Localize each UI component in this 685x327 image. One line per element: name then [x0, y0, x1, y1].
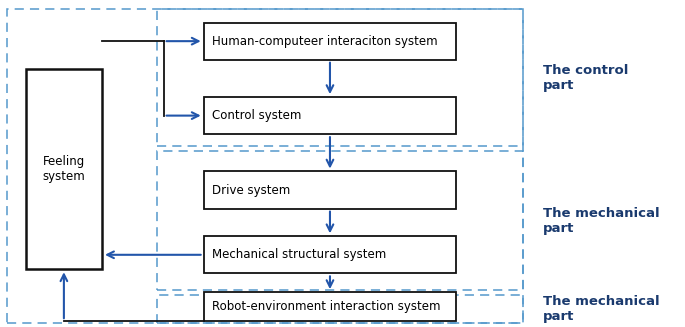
Bar	[157, 151, 523, 290]
Bar	[203, 97, 456, 134]
Text: Drive system: Drive system	[212, 183, 290, 197]
Text: Robot-environment interaction system: Robot-environment interaction system	[212, 300, 440, 313]
Bar	[203, 292, 456, 321]
Text: The mechanical
part: The mechanical part	[543, 295, 660, 323]
Text: Control system: Control system	[212, 109, 301, 122]
Bar	[203, 171, 456, 209]
Bar	[8, 9, 523, 323]
Text: The mechanical
part: The mechanical part	[543, 207, 660, 235]
Bar	[203, 236, 456, 273]
Bar	[157, 295, 523, 323]
Bar	[157, 9, 523, 146]
Text: Human-computeer interaciton system: Human-computeer interaciton system	[212, 35, 437, 48]
Text: The control
part: The control part	[543, 64, 628, 92]
Bar	[203, 23, 456, 60]
Text: Feeling
system: Feeling system	[42, 155, 85, 183]
Bar	[25, 69, 102, 269]
Text: Mechanical structural system: Mechanical structural system	[212, 248, 386, 261]
